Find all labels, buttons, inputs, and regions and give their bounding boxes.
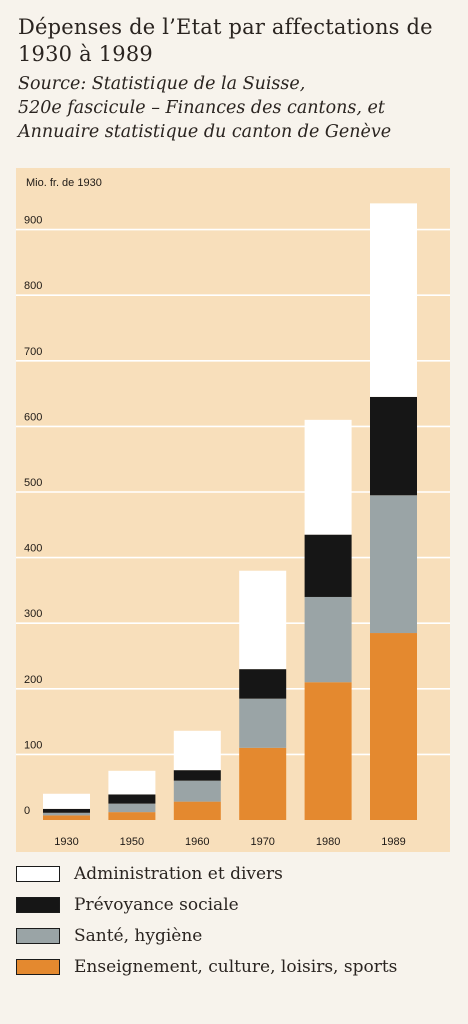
y-tick-200: 200 [24, 674, 42, 686]
source-line-1: Source: Statistique de la Suisse, [18, 74, 306, 94]
legend-item-sante: Santé, hygiène [16, 924, 456, 955]
bar-1980-series-3 [304, 419, 352, 535]
bar-1980-series-2 [304, 534, 352, 597]
legend-swatch-sante [16, 928, 60, 944]
y-tick-0: 0 [24, 805, 30, 817]
x-tick-1930: 1930 [54, 836, 78, 848]
x-tick-1989: 1989 [381, 836, 405, 848]
legend-label-sante: Santé, hygiène [74, 926, 203, 946]
x-tick-1970: 1970 [250, 836, 274, 848]
bar-1989-series-2 [370, 396, 417, 496]
bar-1980-series-0 [304, 682, 352, 820]
bar-1980-series-1 [304, 596, 352, 683]
bar-1930-series-1 [43, 812, 90, 816]
bar-1950-series-0 [108, 812, 156, 820]
bar-1930-series-2 [43, 808, 90, 813]
bar-1950-series-1 [108, 803, 156, 813]
x-tick-labels: 1930 1950 1960 1970 1980 1989 [54, 836, 405, 848]
legend-label-enseignement: Enseignement, culture, loisirs, sports [74, 957, 398, 977]
y-tick-100: 100 [24, 739, 42, 751]
y-tick-800: 800 [24, 280, 42, 292]
legend-swatch-administration [16, 866, 60, 882]
legend-label-prevoyance: Prévoyance sociale [74, 895, 239, 915]
y-tick-300: 300 [24, 608, 42, 620]
y-tick-labels: 0 100 200 300 400 500 600 700 800 900 [24, 215, 42, 817]
legend-label-administration: Administration et divers [74, 864, 283, 884]
legend-item-prevoyance: Prévoyance sociale [16, 893, 456, 924]
source-line-3: Annuaire statistique du canton de Genève [18, 122, 392, 142]
bar-1970-series-1 [239, 698, 287, 748]
bar-1989-series-0 [370, 633, 417, 820]
legend-item-enseignement: Enseignement, culture, loisirs, sports [16, 955, 456, 986]
bar-1970-series-0 [239, 747, 287, 820]
bar-1960-series-2 [173, 770, 221, 781]
y-axis-label: Mio. fr. de 1930 [26, 177, 102, 189]
legend-item-administration: Administration et divers [16, 862, 456, 893]
y-tick-500: 500 [24, 477, 42, 489]
bar-1950-series-3 [108, 770, 156, 795]
x-tick-1960: 1960 [185, 836, 209, 848]
y-tick-900: 900 [24, 215, 42, 227]
bar-1989-series-1 [370, 495, 417, 634]
legend-swatch-prevoyance [16, 897, 60, 913]
bar-1950-series-2 [108, 794, 156, 804]
legend: Administration et divers Prévoyance soci… [16, 862, 456, 986]
bar-1970-series-3 [239, 570, 287, 670]
chart-source: Source: Statistique de la Suisse, 520e f… [18, 72, 458, 144]
source-line-2: 520e fascicule – Finances des cantons, e… [18, 98, 385, 118]
bar-1960-series-1 [173, 780, 221, 802]
bar-1970-series-2 [239, 669, 287, 699]
chart-title: Dépenses de l’Etat par affectations de 1… [18, 15, 433, 66]
stacked-bar-chart: Mio. fr. de 1930 0 100 200 300 400 500 600 700 8… [16, 168, 450, 852]
bar-1930-series-0 [43, 815, 90, 820]
y-tick-400: 400 [24, 543, 42, 555]
y-tick-600: 600 [24, 411, 42, 423]
legend-swatch-enseignement [16, 959, 60, 975]
x-tick-1950: 1950 [120, 836, 144, 848]
bar-1989-series-3 [370, 203, 417, 397]
y-tick-700: 700 [24, 346, 42, 358]
bar-1930-series-3 [43, 793, 90, 809]
bars [43, 203, 417, 820]
bar-1960-series-3 [173, 730, 221, 771]
bar-1960-series-0 [173, 801, 221, 820]
x-tick-1980: 1980 [316, 836, 340, 848]
